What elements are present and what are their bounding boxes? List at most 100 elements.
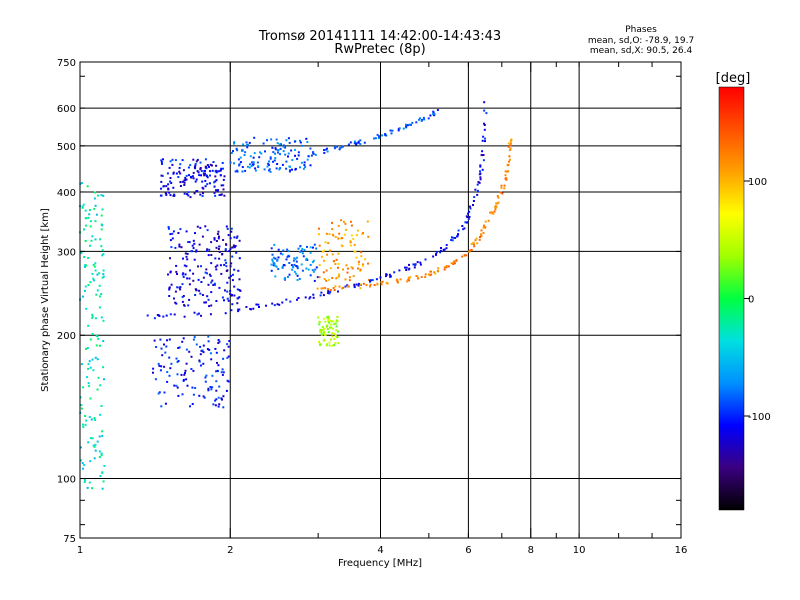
data-point: [82, 423, 84, 426]
data-point: [278, 143, 281, 146]
data-point: [222, 357, 225, 360]
data-point: [323, 332, 326, 335]
data-point: [204, 158, 207, 161]
data-point: [210, 291, 213, 294]
data-point: [268, 168, 271, 171]
data-point: [437, 267, 440, 270]
data-point: [323, 151, 326, 154]
data-point: [95, 293, 98, 296]
data-point: [214, 265, 217, 268]
data-point: [450, 236, 453, 239]
data-point: [472, 243, 475, 246]
data-point: [331, 332, 334, 334]
data-point: [209, 275, 212, 277]
data-point: [171, 158, 174, 161]
data-point: [333, 260, 336, 262]
data-point: [236, 149, 239, 152]
data-point: [408, 267, 411, 270]
data-point: [361, 263, 364, 266]
data-point: [178, 286, 181, 289]
data-point: [85, 264, 88, 267]
data-point: [344, 278, 347, 281]
data-point: [101, 254, 104, 257]
data-point: [285, 139, 288, 142]
data-point: [102, 480, 105, 483]
data-point: [319, 328, 322, 331]
data-point: [349, 141, 352, 144]
data-point: [300, 263, 303, 266]
data-point: [495, 202, 498, 205]
data-point: [253, 152, 256, 155]
data-point: [393, 271, 396, 274]
data-point: [182, 257, 184, 260]
data-point: [209, 163, 212, 166]
data-point: [337, 330, 339, 333]
data-point: [193, 258, 196, 261]
data-point: [289, 169, 292, 172]
data-point: [164, 351, 167, 354]
x-tick-label: 16: [675, 545, 688, 556]
data-point: [274, 264, 277, 267]
data-point: [91, 315, 94, 318]
data-point: [510, 142, 512, 145]
data-point: [405, 269, 408, 271]
data-point: [272, 160, 274, 163]
data-point: [279, 167, 282, 170]
data-point: [320, 332, 323, 335]
data-point: [226, 281, 229, 284]
data-point: [347, 285, 350, 288]
data-point: [207, 298, 210, 301]
data-point: [492, 212, 495, 215]
data-point: [476, 242, 479, 245]
data-point: [295, 265, 298, 267]
data-point: [420, 276, 423, 278]
data-point: [238, 296, 241, 299]
data-point: [297, 247, 300, 250]
data-point: [213, 237, 216, 240]
data-point: [205, 165, 207, 168]
data-point: [324, 333, 327, 336]
data-point: [411, 121, 414, 124]
data-point: [199, 193, 202, 196]
data-point: [82, 386, 85, 389]
data-point: [210, 241, 213, 244]
data-point: [218, 235, 220, 238]
data-point: [190, 355, 193, 358]
data-point: [194, 232, 196, 235]
data-point: [509, 147, 512, 150]
data-point: [356, 229, 359, 232]
data-point: [169, 233, 172, 236]
data-point: [210, 254, 213, 256]
data-point: [266, 165, 269, 168]
data-point: [241, 149, 244, 152]
data-point: [231, 294, 233, 296]
data-point: [279, 153, 281, 156]
y-tick-label: 750: [57, 58, 76, 69]
data-point: [215, 268, 218, 271]
data-point: [278, 168, 281, 171]
data-point: [342, 286, 345, 289]
data-point: [192, 158, 195, 161]
data-point: [242, 143, 245, 146]
data-point: [100, 454, 103, 456]
data-point: [85, 347, 87, 350]
data-point: [332, 234, 335, 237]
data-point: [202, 351, 205, 354]
data-point: [325, 279, 328, 282]
data-point: [328, 233, 331, 236]
data-point: [87, 284, 90, 286]
data-point: [100, 452, 103, 455]
data-point: [286, 255, 289, 258]
data-point: [218, 286, 221, 289]
data-point: [331, 327, 334, 330]
data-point: [345, 228, 348, 231]
data-point: [195, 178, 198, 181]
data-point: [100, 293, 103, 295]
data-point: [160, 347, 163, 350]
data-point: [320, 333, 323, 336]
data-point: [305, 267, 308, 270]
data-point: [251, 161, 253, 164]
data-point: [288, 170, 291, 173]
data-point: [279, 252, 282, 255]
data-point: [323, 259, 326, 262]
